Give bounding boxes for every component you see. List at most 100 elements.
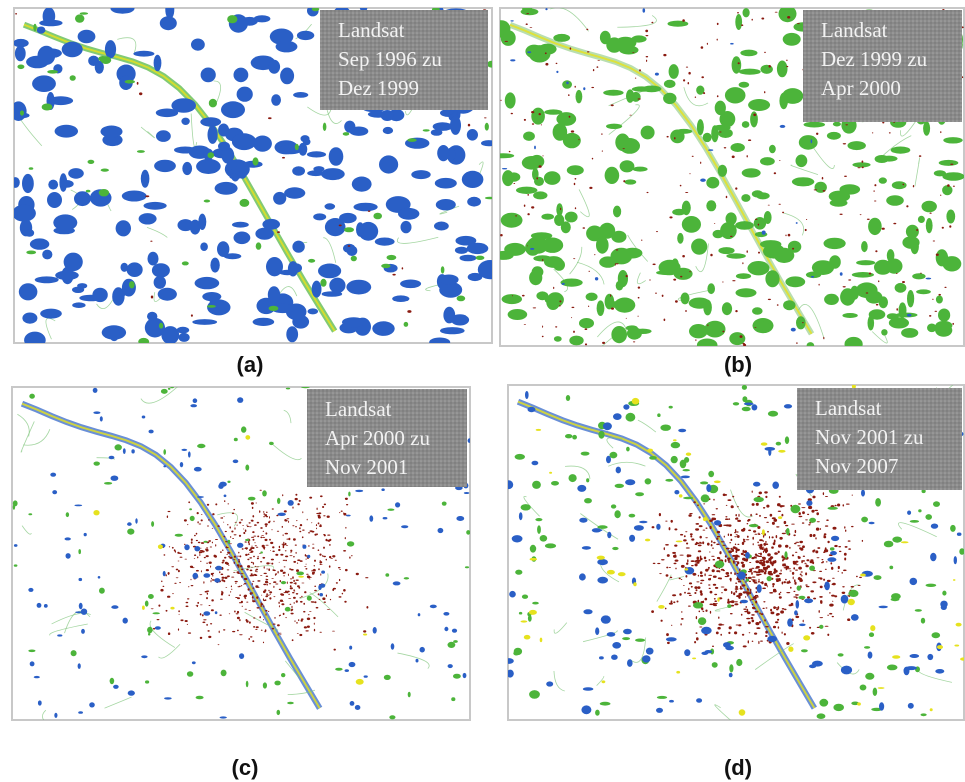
change-patch bbox=[799, 579, 803, 582]
change-patch bbox=[527, 194, 529, 196]
change-patch bbox=[857, 702, 861, 705]
change-patch bbox=[737, 535, 740, 538]
change-patch bbox=[747, 595, 748, 596]
change-patch bbox=[207, 593, 208, 595]
change-patch bbox=[262, 557, 265, 559]
change-patch bbox=[623, 148, 625, 149]
change-patch bbox=[641, 239, 642, 241]
change-patch bbox=[829, 604, 833, 607]
change-patch bbox=[336, 582, 338, 584]
change-patch bbox=[752, 404, 758, 410]
change-patch bbox=[833, 704, 844, 711]
change-patch bbox=[729, 673, 733, 678]
change-patch bbox=[774, 540, 776, 543]
change-patch bbox=[785, 579, 787, 581]
change-patch bbox=[384, 675, 391, 680]
change-patch bbox=[13, 500, 18, 506]
change-patch bbox=[251, 562, 253, 563]
change-patch bbox=[314, 623, 315, 625]
change-patch bbox=[307, 626, 310, 628]
change-patch bbox=[316, 524, 317, 526]
change-patch bbox=[278, 549, 280, 551]
change-patch bbox=[540, 535, 548, 542]
change-patch bbox=[150, 241, 152, 242]
change-patch bbox=[233, 509, 235, 510]
change-patch bbox=[700, 162, 701, 164]
change-patch bbox=[758, 581, 760, 583]
change-patch bbox=[708, 149, 713, 151]
change-patch bbox=[268, 595, 269, 596]
change-patch bbox=[260, 537, 262, 539]
change-patch bbox=[292, 592, 295, 593]
change-patch bbox=[795, 616, 799, 618]
change-patch bbox=[715, 587, 718, 589]
change-patch bbox=[845, 546, 848, 548]
change-patch bbox=[720, 634, 722, 636]
change-patch bbox=[235, 583, 237, 584]
change-patch bbox=[695, 97, 696, 98]
change-patch bbox=[770, 613, 773, 614]
change-patch bbox=[245, 539, 249, 541]
change-patch bbox=[379, 155, 398, 173]
change-patch bbox=[806, 564, 807, 565]
change-patch bbox=[161, 581, 162, 583]
change-patch bbox=[669, 406, 673, 409]
change-patch bbox=[715, 561, 724, 569]
change-patch bbox=[232, 133, 256, 150]
change-patch bbox=[779, 596, 782, 598]
change-patch bbox=[481, 140, 496, 146]
change-patch bbox=[657, 563, 660, 564]
change-patch bbox=[285, 560, 287, 561]
change-patch bbox=[805, 229, 807, 231]
change-patch bbox=[163, 449, 166, 455]
change-patch bbox=[401, 221, 412, 233]
change-patch bbox=[823, 337, 824, 340]
change-patch bbox=[896, 308, 898, 311]
change-patch bbox=[918, 509, 921, 512]
change-patch bbox=[703, 517, 707, 521]
change-patch bbox=[253, 556, 255, 557]
change-patch bbox=[740, 50, 757, 57]
change-patch bbox=[312, 547, 314, 548]
change-patch bbox=[817, 713, 826, 719]
change-patch bbox=[253, 617, 255, 618]
change-patch bbox=[296, 593, 299, 595]
change-patch bbox=[448, 664, 453, 668]
change-patch bbox=[502, 170, 514, 186]
change-patch bbox=[274, 681, 280, 686]
change-patch bbox=[345, 669, 349, 672]
change-patch bbox=[653, 563, 656, 564]
change-patch bbox=[768, 411, 778, 417]
change-patch bbox=[239, 619, 240, 621]
change-patch bbox=[212, 542, 213, 544]
change-patch bbox=[234, 232, 251, 245]
change-patch bbox=[187, 671, 193, 677]
change-patch bbox=[234, 562, 235, 564]
change-patch bbox=[777, 619, 779, 621]
change-patch bbox=[639, 521, 647, 524]
change-patch bbox=[791, 505, 801, 514]
change-patch bbox=[669, 216, 672, 218]
change-patch bbox=[684, 592, 686, 594]
change-patch bbox=[323, 556, 326, 557]
change-patch bbox=[260, 490, 262, 491]
change-patch bbox=[349, 646, 352, 650]
change-patch bbox=[864, 646, 870, 649]
change-patch bbox=[705, 610, 707, 612]
change-patch bbox=[759, 492, 762, 495]
change-patch bbox=[929, 315, 931, 317]
change-patch bbox=[735, 221, 754, 230]
change-patch bbox=[938, 294, 941, 296]
change-patch bbox=[531, 111, 534, 113]
change-patch bbox=[627, 659, 633, 667]
change-patch bbox=[600, 702, 611, 706]
change-patch bbox=[457, 296, 466, 302]
change-patch bbox=[295, 526, 297, 527]
change-patch bbox=[261, 630, 263, 631]
change-patch bbox=[757, 596, 758, 598]
change-patch bbox=[280, 68, 294, 85]
change-patch bbox=[238, 552, 239, 554]
change-patch bbox=[265, 523, 268, 525]
change-patch bbox=[764, 517, 767, 518]
change-patch bbox=[666, 633, 669, 636]
